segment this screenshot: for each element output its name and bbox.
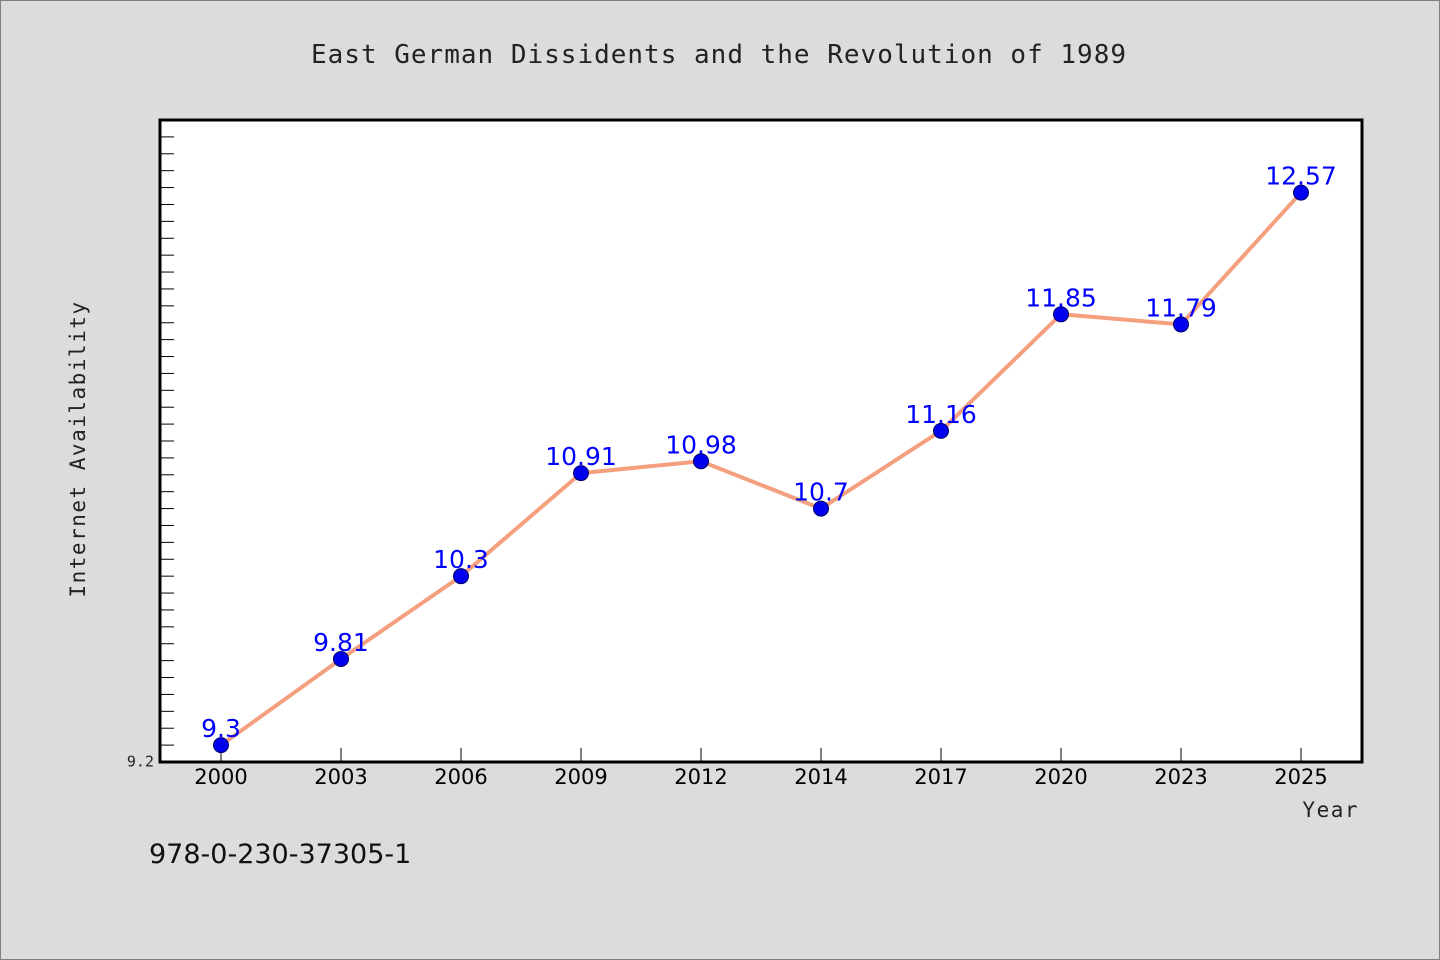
x-axis-label: Year (1302, 798, 1359, 822)
x-tick-label: 2017 (914, 765, 967, 789)
chart-title: East German Dissidents and the Revolutio… (311, 40, 1127, 70)
data-label: 10.91 (545, 442, 617, 471)
series-line (219, 191, 1303, 747)
data-label: 11.16 (905, 400, 977, 429)
x-tick-label: 2014 (794, 765, 847, 789)
data-label: 9.3 (201, 714, 241, 743)
x-tick-label: 2012 (674, 765, 727, 789)
data-point-marker (933, 422, 949, 439)
x-tick-label: 2009 (554, 765, 607, 789)
data-point-marker (333, 650, 349, 667)
y-tick-label: 9.2 (127, 753, 154, 771)
y-axis-label: Internet Availability (66, 300, 90, 597)
data-point-marker (213, 737, 229, 754)
series-layer: 9.3 9.81 10.3 10.91 10.98 10.7 11.16 11.85 11.79… (201, 162, 1337, 754)
x-tick-label: 2025 (1274, 765, 1327, 789)
data-point-marker (453, 568, 469, 585)
data-point-marker (1173, 316, 1189, 333)
y-axis-minor-ticks: 9.2 (127, 119, 174, 771)
footnote-isbn: 978-0-230-37305-1 (149, 839, 411, 870)
data-point-marker (813, 500, 829, 517)
data-label: 10.3 (433, 545, 489, 574)
x-tick-label: 2020 (1034, 765, 1087, 789)
x-tick-label: 2006 (434, 765, 487, 789)
data-label: 10.98 (665, 430, 737, 459)
plot-area (158, 118, 1364, 764)
data-point-marker (573, 465, 589, 482)
data-point-marker (1053, 306, 1069, 323)
data-label: 11.79 (1145, 293, 1217, 322)
x-axis-ticks: 2000 2003 2006 2009 2012 2014 2017 2020 2023 2025 (194, 748, 1328, 789)
x-tick-label: 2003 (314, 765, 367, 789)
data-label: 12.57 (1265, 162, 1337, 191)
x-tick-label: 2023 (1154, 765, 1207, 789)
data-point-marker (1293, 184, 1309, 201)
data-label: 11.85 (1025, 283, 1097, 312)
data-label: 9.81 (313, 628, 369, 657)
x-tick-label: 2000 (194, 765, 247, 789)
data-label: 10.7 (793, 478, 849, 507)
data-point-marker (693, 453, 709, 470)
